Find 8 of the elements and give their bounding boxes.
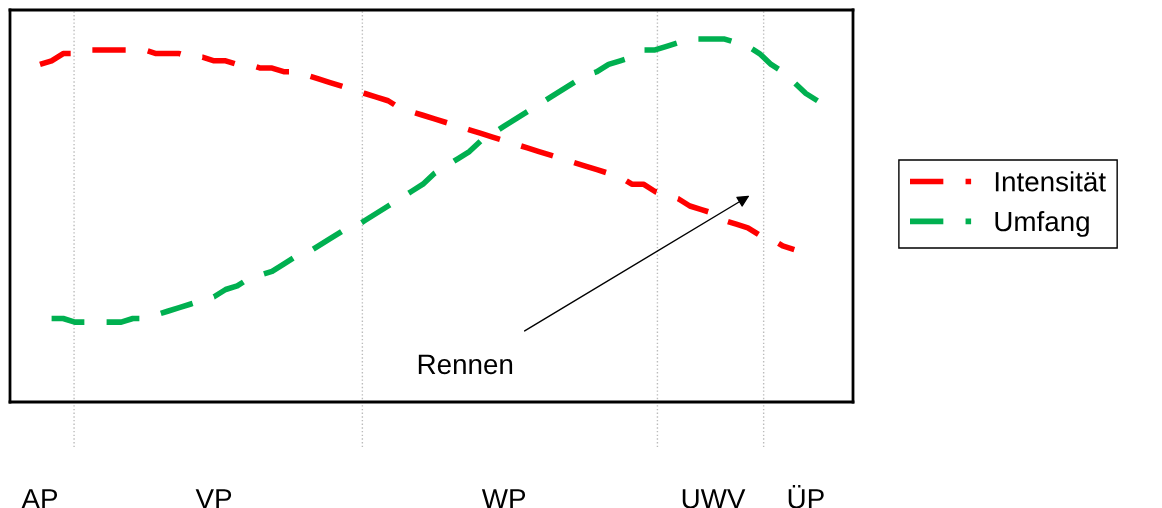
x-tick-label: ÜP	[788, 484, 824, 508]
legend-label: Umfang	[995, 210, 1089, 237]
legend-label: Intensität	[995, 171, 1106, 192]
x-tick-label: UWV	[682, 489, 746, 508]
x-tick-label: VP	[195, 489, 232, 508]
annotation: Rennen	[418, 354, 513, 375]
x-tick-label: WP	[481, 489, 526, 508]
x-tick-label: AP	[21, 489, 58, 508]
